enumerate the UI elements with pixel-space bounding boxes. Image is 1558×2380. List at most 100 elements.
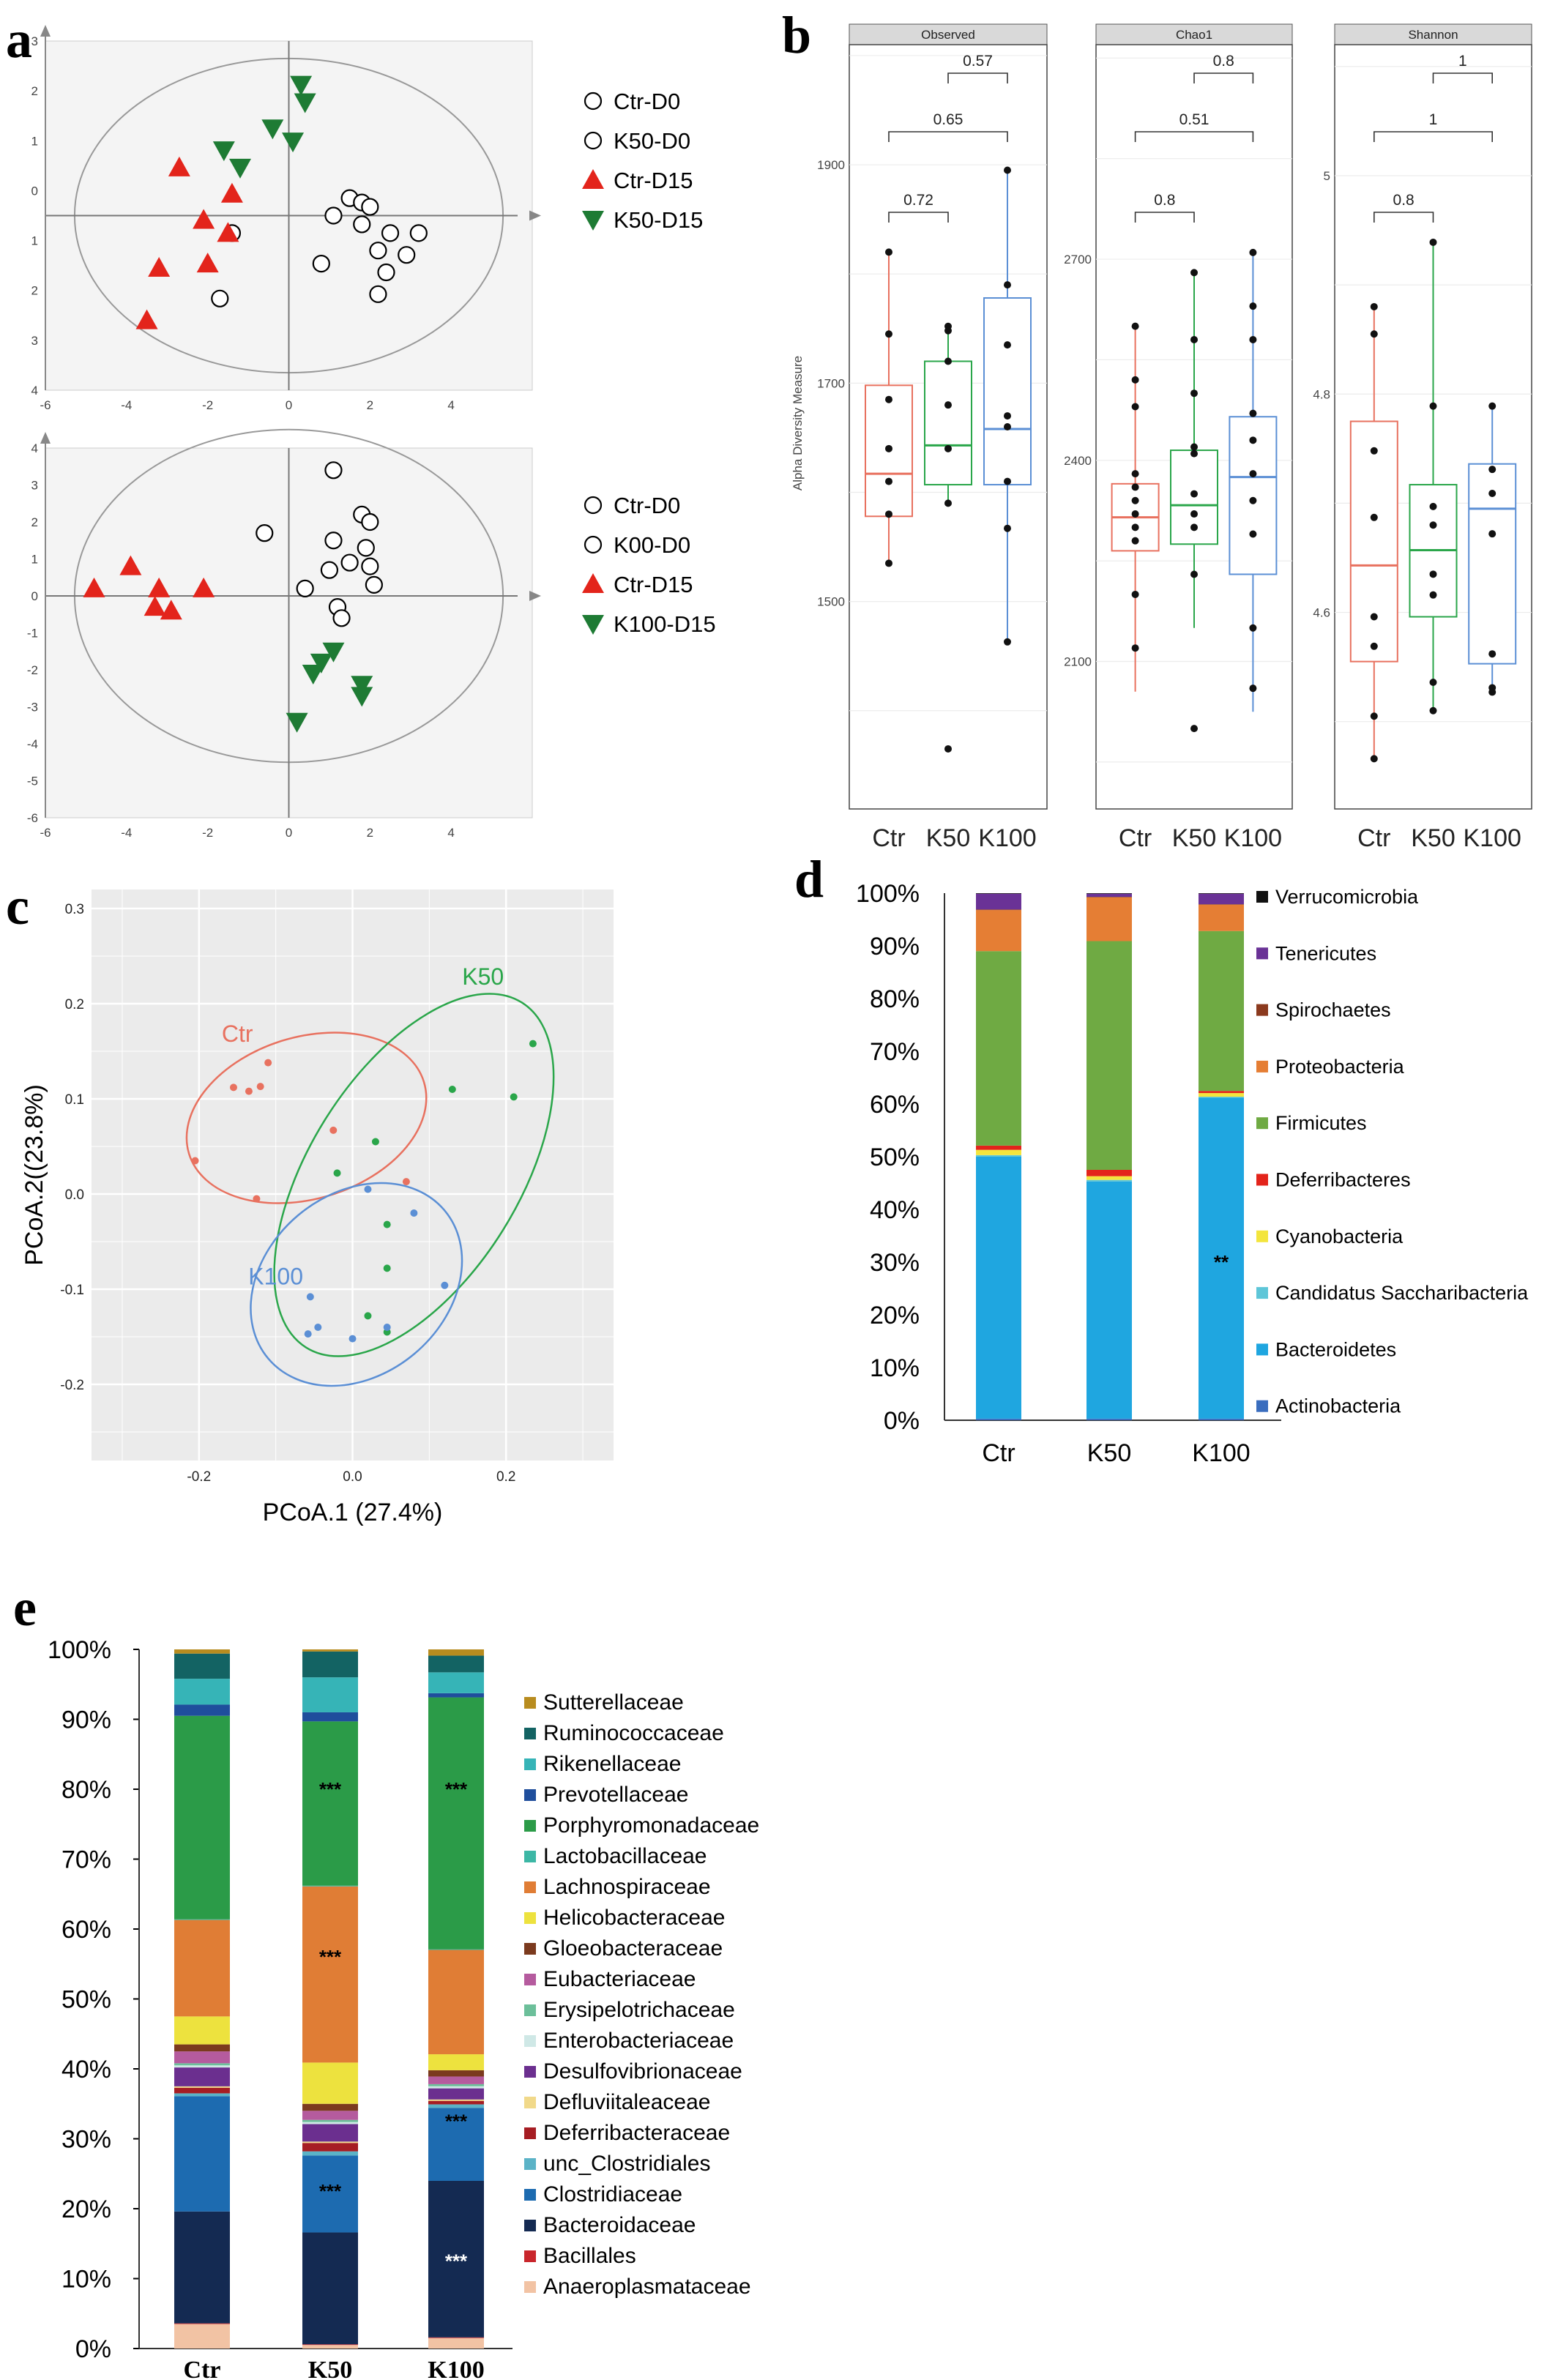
score-point: [119, 555, 142, 575]
score-point: [286, 712, 308, 733]
legend-label: Lachnospiraceae: [543, 1875, 711, 1899]
legend-swatch: [524, 1820, 536, 1832]
data-point: [1429, 570, 1437, 578]
y-tick-label: 0: [31, 589, 38, 603]
pcoa-point: [383, 1264, 391, 1272]
y-tick-label: 50%: [870, 1144, 920, 1171]
bar-segment: [302, 2111, 358, 2120]
data-point: [1370, 302, 1378, 310]
data-point: [944, 444, 952, 452]
pcoa-point: [348, 1335, 357, 1343]
pcoa-point: [383, 1220, 391, 1228]
significance-stars: ***: [319, 1946, 342, 1968]
y-tick-label: 1900: [817, 158, 845, 172]
x-tick-label: K50: [1087, 1439, 1132, 1467]
x-tick-label: K100: [1192, 1439, 1250, 1467]
y-tick-label: 2: [31, 84, 38, 98]
panel-c-pcoa: -0.2 0.0 0.2 -0.2 -0.1 0.0 0.1 0.2 0.3 Ctr K50 K100…: [20, 889, 614, 1526]
y-tick-label: 4.6: [1313, 606, 1330, 620]
score-point: [351, 676, 373, 696]
legend-swatch: [524, 1697, 536, 1709]
y-tick-label: 100%: [48, 1636, 111, 1664]
legend-swatch: [1256, 891, 1268, 903]
legend-swatch: [524, 2189, 536, 2201]
legend-swatch: [524, 2127, 536, 2139]
bar-segment: [302, 2122, 358, 2125]
pcoa-point: [364, 1312, 372, 1320]
score-point: [324, 531, 343, 550]
data-point: [1249, 248, 1257, 256]
data-point: [1131, 590, 1139, 598]
bar-segment: [174, 1704, 230, 1716]
score-point: [193, 577, 215, 597]
bar-segment: [174, 2016, 230, 2045]
legend-label: unc_Clostridiales: [543, 2152, 710, 2176]
y-tick-label: 2700: [1064, 253, 1092, 266]
data-point: [1488, 489, 1496, 497]
legend-swatch: [524, 1789, 536, 1801]
pcoa-point: [329, 1126, 338, 1134]
legend-swatch: [524, 2250, 536, 2262]
x-tick-label: Ctr: [982, 1439, 1015, 1467]
y-tick-label: 4: [31, 441, 38, 455]
y-tick-label: -0.2: [60, 1378, 84, 1393]
score-point: [220, 182, 243, 203]
legend-label: Lactobacillaceae: [543, 1844, 707, 1868]
y-tick-label: 90%: [870, 933, 920, 960]
y-tick-label: 80%: [870, 985, 920, 1013]
facet-strip: [1334, 23, 1532, 45]
data-point: [944, 745, 952, 753]
legend-swatch: [1256, 1343, 1268, 1356]
panel-letter-b: b: [782, 6, 811, 64]
legend-label: Verrucomicrobia: [1275, 886, 1419, 908]
box: [924, 360, 972, 486]
legend-swatch: [524, 1974, 536, 1985]
bar-segment: [174, 1649, 230, 1654]
score-point: [294, 93, 316, 113]
bar-segment: [976, 1145, 1021, 1150]
data-point: [1249, 436, 1257, 444]
data-point: [885, 510, 892, 518]
legend-swatch: [1256, 1060, 1268, 1073]
data-point: [1131, 496, 1139, 504]
panel-d-phylum-bars: 0% 10% 20% 30% 40% 50% 60% 70% 80% 90% 100% Ctr K50 K…: [856, 880, 1529, 1467]
bar-segment: [302, 2143, 358, 2152]
box: [1349, 420, 1398, 663]
bar-segment: [428, 1672, 484, 1693]
data-point: [944, 357, 952, 365]
bar-segment: [428, 2076, 484, 2084]
ellipse-label: K50: [462, 963, 504, 990]
bar-segment: [428, 1693, 484, 1698]
pcoa-point: [191, 1157, 199, 1165]
y-tick-label: 4: [31, 384, 38, 398]
legend-label: K00-D0: [614, 532, 690, 558]
bar-segment: [302, 1721, 358, 1886]
bar-segment: [1086, 897, 1132, 941]
y-tick-label: 0.1: [65, 1092, 84, 1108]
legend-label: Prevotellaceae: [543, 1783, 688, 1807]
bar-segment: [1086, 893, 1132, 898]
bar-segment: [1199, 1091, 1244, 1094]
pcoa-point: [333, 1169, 341, 1177]
data-point: [1249, 530, 1257, 538]
legend-swatch: [524, 2281, 536, 2293]
score-point: [229, 158, 251, 179]
score-point: [365, 575, 383, 594]
data-point: [1429, 521, 1437, 529]
legend-label: Porphyromonadaceae: [543, 1813, 759, 1838]
bar-segment: [174, 2211, 230, 2324]
bar-segment: [1199, 893, 1244, 905]
x-tick-label: K50: [1411, 824, 1456, 852]
x-tick-label: 0: [286, 398, 292, 412]
p-value-label: 0.51: [1179, 111, 1210, 128]
y-tick-label: 0%: [884, 1407, 920, 1435]
pcoa-point: [314, 1324, 322, 1331]
x-tick-label: -2: [202, 826, 213, 840]
legend-marker: [584, 535, 603, 554]
data-point: [1370, 642, 1378, 650]
x-tick-label: -4: [121, 826, 132, 840]
y-tick-label: 0.3: [65, 902, 84, 917]
data-point: [1249, 409, 1257, 417]
y-tick-label: 1: [31, 553, 38, 567]
x-tick-label: 0: [286, 826, 292, 840]
